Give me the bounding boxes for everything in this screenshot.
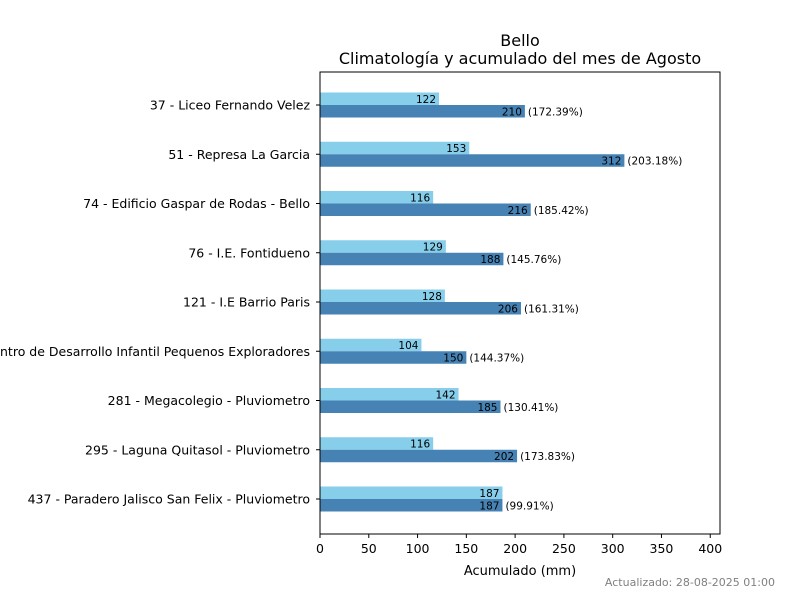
value-label: 188 — [480, 254, 500, 266]
bar-series-1-9 — [320, 486, 503, 499]
value-label: 187 — [479, 500, 499, 512]
category-label: 76 - I.E. Fontidueno — [188, 245, 310, 260]
percent-label: (130.41%) — [503, 402, 558, 414]
category-label: 74 - Edificio Gaspar de Rodas - Bello — [83, 196, 310, 211]
chart-subtitle: Climatología y acumulado del mes de Agos… — [339, 49, 701, 68]
value-label: 128 — [422, 291, 442, 303]
bar-series-2-7 — [320, 400, 501, 413]
category-label: 281 - Megacolegio - Pluviometro — [108, 393, 310, 408]
value-label: 312 — [601, 156, 621, 168]
category-label: 51 - Represa La Garcia — [168, 147, 310, 162]
bars-layer: 122 210 (172.39%) 153 312 (203.18%) 116 216 (185… — [320, 92, 682, 512]
value-label: 210 — [502, 106, 522, 118]
bar-series-2-1 — [320, 105, 525, 118]
percent-label: (161.31%) — [524, 303, 579, 315]
bar-series-1-5 — [320, 289, 445, 302]
x-tick-label: 300 — [601, 541, 625, 556]
category-label: 194 - Centro de Desarrollo Infantil Pequ… — [0, 344, 310, 359]
percent-label: (145.76%) — [506, 254, 561, 266]
value-label: 153 — [446, 143, 466, 155]
x-tick-label: 150 — [454, 541, 478, 556]
x-tick-label: 100 — [406, 541, 430, 556]
value-label: 122 — [416, 94, 436, 106]
value-label: 187 — [479, 488, 499, 500]
bar-series-1-3 — [320, 191, 434, 204]
value-label: 104 — [398, 340, 418, 352]
category-label: 37 - Liceo Fernando Velez — [150, 98, 311, 113]
updated-timestamp: Actualizado: 28-08-2025 01:00 — [604, 576, 775, 589]
bar-series-2-9 — [320, 499, 503, 512]
bar-series-2-3 — [320, 203, 531, 216]
value-label: 150 — [443, 353, 463, 365]
x-tick-label: 400 — [698, 541, 722, 556]
value-label: 202 — [494, 451, 514, 463]
percent-label: (99.91%) — [505, 500, 553, 512]
x-tick-label: 200 — [503, 541, 527, 556]
bar-series-1-6 — [320, 338, 422, 352]
category-label: 295 - Laguna Quitasol - Pluviometro — [85, 442, 310, 457]
category-label: 121 - I.E Barrio Paris — [183, 295, 310, 310]
value-label: 116 — [410, 192, 430, 204]
percent-label: (203.18%) — [627, 156, 682, 168]
value-label: 116 — [410, 439, 430, 451]
bar-series-2-2 — [320, 154, 625, 167]
bar-series-2-4 — [320, 252, 504, 266]
value-label: 216 — [508, 205, 528, 217]
bar-series-1-2 — [320, 141, 470, 155]
bar-series-1-7 — [320, 388, 459, 401]
bar-series-1-1 — [320, 92, 440, 105]
x-ticks: 0 50 100 150 200 250 300 350 400 — [316, 534, 722, 556]
bar-series-2-5 — [320, 302, 521, 315]
bar-series-2-6 — [320, 351, 467, 364]
value-label: 206 — [498, 303, 518, 315]
bar-series-1-8 — [320, 437, 434, 450]
value-label: 142 — [435, 389, 455, 401]
x-tick-label: 250 — [552, 541, 576, 556]
category-labels: 37 - Liceo Fernando Velez 51 - Represa La… — [0, 98, 320, 507]
x-tick-label: 0 — [316, 541, 324, 556]
percent-label: (172.39%) — [528, 106, 583, 118]
x-tick-label: 50 — [361, 541, 377, 556]
percent-label: (173.83%) — [520, 451, 575, 463]
x-axis-label: Acumulado (mm) — [464, 564, 576, 579]
percent-label: (144.37%) — [469, 353, 524, 365]
percent-label: (185.42%) — [534, 205, 589, 217]
value-label: 129 — [423, 242, 443, 254]
bar-series-1-4 — [320, 240, 446, 253]
category-label: 437 - Paradero Jalisco San Felix - Pluvi… — [28, 492, 310, 507]
x-tick-label: 350 — [650, 541, 674, 556]
plot-frame — [319, 71, 721, 535]
bar-series-2-8 — [320, 449, 518, 463]
value-label: 185 — [477, 402, 497, 414]
chart-title: Bello — [500, 31, 540, 50]
